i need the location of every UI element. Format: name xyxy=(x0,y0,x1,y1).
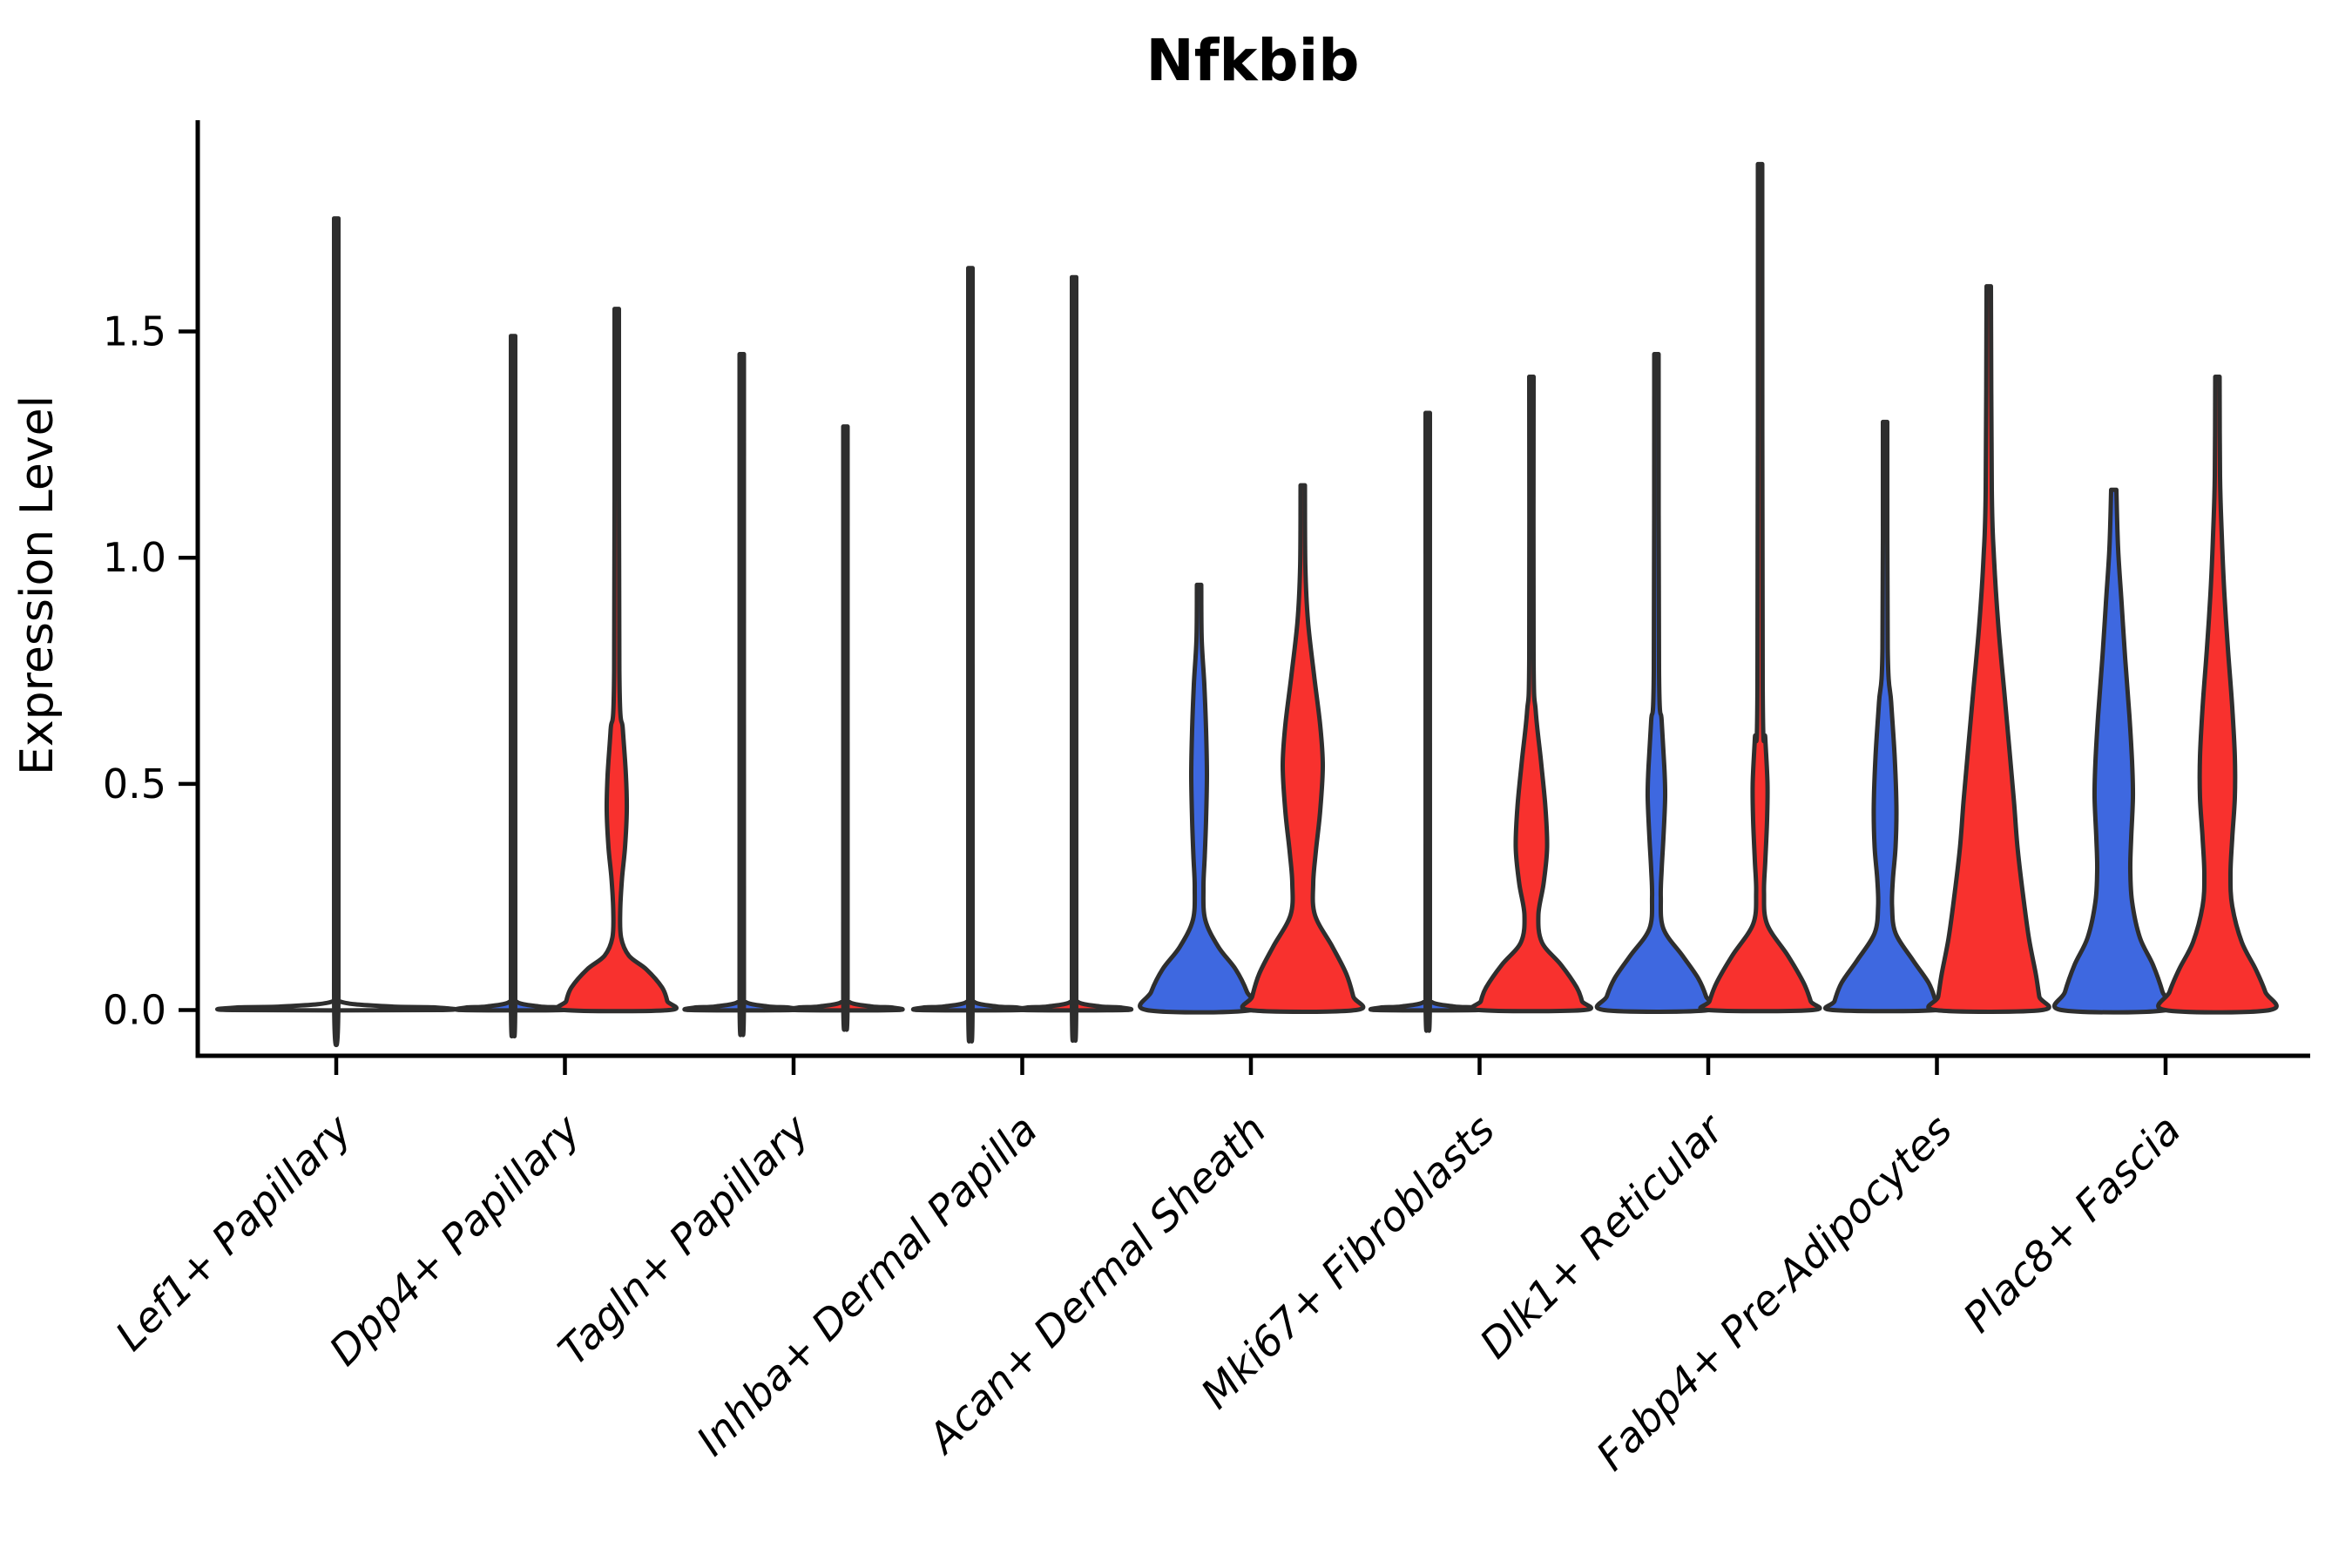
violin-2-b xyxy=(555,307,679,1014)
violin-3-a xyxy=(682,352,801,1037)
x-tick-label: Tagln+ Papillary xyxy=(550,1105,820,1375)
x-tick-label: Dpp4+ Papillary xyxy=(321,1105,591,1375)
violin-4-b xyxy=(1015,274,1133,1044)
violin-9-b xyxy=(2156,375,2279,1015)
violin-4-a xyxy=(911,266,1030,1044)
x-tick-label: Plac8+ Fascia xyxy=(1954,1106,2190,1342)
violin-3-b xyxy=(786,424,905,1032)
chart-title: Nfkbib xyxy=(1146,27,1360,94)
violin-6-a xyxy=(1369,410,1487,1033)
violin-6-b xyxy=(1470,375,1593,1014)
y-tick-label: 0.5 xyxy=(103,760,166,808)
violin-9-a xyxy=(2052,487,2175,1015)
violin-5-b xyxy=(1240,483,1366,1014)
y-tick-label: 1.5 xyxy=(103,308,166,355)
y-axis-title: Expression Level xyxy=(11,395,64,775)
y-tick-label: 1.0 xyxy=(103,534,166,581)
violin-2-a xyxy=(454,334,572,1039)
violin-8-b xyxy=(1926,284,2051,1014)
violin-7-a xyxy=(1594,352,1719,1014)
y-tick-label: 0.0 xyxy=(103,987,166,1034)
violin-1-single xyxy=(215,216,457,1047)
axes: 0.0 0.5 1.0 1.5 Expression Level Nfkbib Lef1+ … xyxy=(11,27,2310,1480)
violin-8-a xyxy=(1823,419,1947,1014)
x-tick-label: Lef1+ Papillary xyxy=(106,1105,362,1361)
violin-layer xyxy=(215,161,2279,1047)
violin-7-b xyxy=(1698,161,1822,1014)
x-tick-label: Dlk1+ Reticular xyxy=(1471,1105,1735,1369)
violin-5-a xyxy=(1138,582,1260,1015)
